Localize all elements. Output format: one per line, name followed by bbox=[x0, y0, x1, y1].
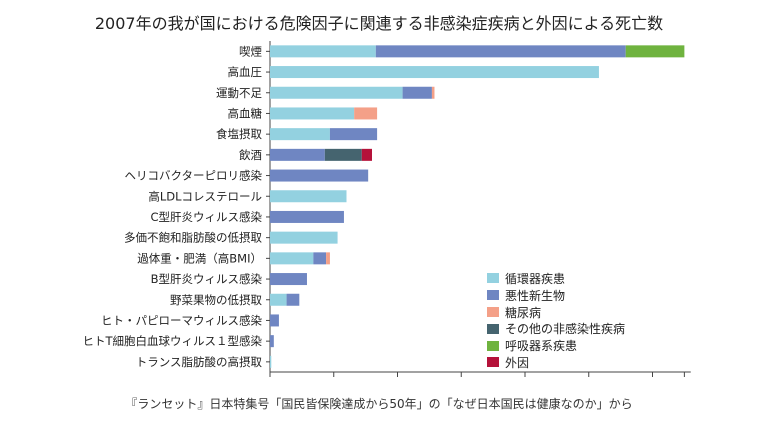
category-label-10: 過体重・肥満（高BMI） bbox=[137, 251, 262, 265]
bar-0-1 bbox=[375, 45, 626, 58]
legend-label: 悪性新生物 bbox=[505, 288, 566, 303]
bar-9-0 bbox=[270, 231, 338, 244]
bar-4-0 bbox=[270, 128, 330, 141]
category-label-11: B型肝炎ウィルス感染 bbox=[151, 272, 263, 286]
category-label-6: ヘリコバクターピロリ感染 bbox=[124, 169, 262, 183]
legend-label: 呼吸器系疾患 bbox=[505, 339, 578, 354]
legend-item: 外因 bbox=[487, 354, 625, 371]
category-label-1: 高血圧 bbox=[228, 65, 263, 79]
bar-2-1 bbox=[402, 86, 432, 99]
category-label-4: 食塩摂取 bbox=[216, 127, 262, 141]
bar-10-1 bbox=[313, 252, 327, 265]
legend-item: 悪性新生物 bbox=[487, 287, 625, 304]
bar-2-2 bbox=[431, 86, 435, 99]
bar-10-0 bbox=[270, 252, 314, 265]
legend-label: 糖尿病 bbox=[505, 305, 542, 320]
bar-15-0 bbox=[270, 355, 272, 368]
bar-14-1 bbox=[270, 335, 274, 348]
bar-13-1 bbox=[270, 314, 279, 327]
category-label-14: ヒトT細胞白血球ウィルス１型感染 bbox=[82, 334, 262, 348]
bar-10-2 bbox=[326, 252, 330, 265]
bar-8-1 bbox=[270, 210, 344, 223]
bar-3-0 bbox=[270, 107, 355, 120]
category-label-2: 運動不足 bbox=[216, 86, 262, 100]
category-label-3: 高血糖 bbox=[228, 106, 263, 120]
legend-swatch bbox=[487, 273, 499, 284]
legend-item: 呼吸器系疾患 bbox=[487, 337, 625, 354]
category-label-7: 高LDLコレステロール bbox=[148, 189, 262, 203]
bar-7-0 bbox=[270, 190, 347, 203]
chart-legend: 循環器疾患悪性新生物糖尿病その他の非感染性疾病 呼吸器系疾患 外因 bbox=[487, 270, 625, 371]
bar-2-0 bbox=[270, 86, 403, 99]
bar-5-5 bbox=[361, 148, 372, 161]
legend-swatch bbox=[487, 290, 499, 301]
category-label-0: 喫煙 bbox=[239, 44, 262, 58]
category-label-9: 多価不飽和脂肪酸の低摂取 bbox=[124, 231, 262, 245]
legend-swatch bbox=[487, 357, 499, 368]
category-label-8: C型肝炎ウィルス感染 bbox=[150, 210, 262, 224]
chart-title: 2007年の我が国における危険因子に関連する非感染症疾病と外因による死亡数 bbox=[94, 14, 664, 33]
bar-0-0 bbox=[270, 45, 376, 58]
bar-4-1 bbox=[329, 128, 378, 141]
bar-3-2 bbox=[354, 107, 378, 120]
category-label-5: 飲酒 bbox=[239, 148, 262, 162]
legend-label: 外因 bbox=[505, 355, 530, 370]
legend-item: 糖尿病 bbox=[487, 304, 625, 321]
legend-swatch bbox=[487, 340, 499, 351]
legend-label: 循環器疾患 bbox=[505, 271, 566, 286]
source-caption: 『ランセット』日本特集号「国民皆保険達成から50年」の「なぜ日本国民は健康なのか… bbox=[125, 397, 633, 411]
bar-12-0 bbox=[270, 293, 287, 306]
bar-0-4 bbox=[625, 45, 685, 58]
bar-5-1 bbox=[270, 148, 325, 161]
category-label-12: 野菜果物の低摂取 bbox=[170, 293, 262, 307]
bar-11-1 bbox=[270, 273, 307, 286]
legend-swatch bbox=[487, 323, 499, 334]
category-label-15: トランス脂肪酸の高摂取 bbox=[136, 355, 263, 369]
legend-item: 循環器疾患 bbox=[487, 270, 625, 287]
bar-1-0 bbox=[270, 66, 599, 79]
bar-6-1 bbox=[270, 169, 369, 182]
category-label-13: ヒト・パピローマウィルス感染 bbox=[101, 313, 262, 327]
legend-label: その他の非感染性疾病 bbox=[505, 322, 626, 337]
legend-swatch bbox=[487, 306, 499, 317]
bar-12-1 bbox=[286, 293, 300, 306]
legend-item: その他の非感染性疾病 bbox=[487, 320, 625, 337]
bar-5-3 bbox=[324, 148, 362, 161]
